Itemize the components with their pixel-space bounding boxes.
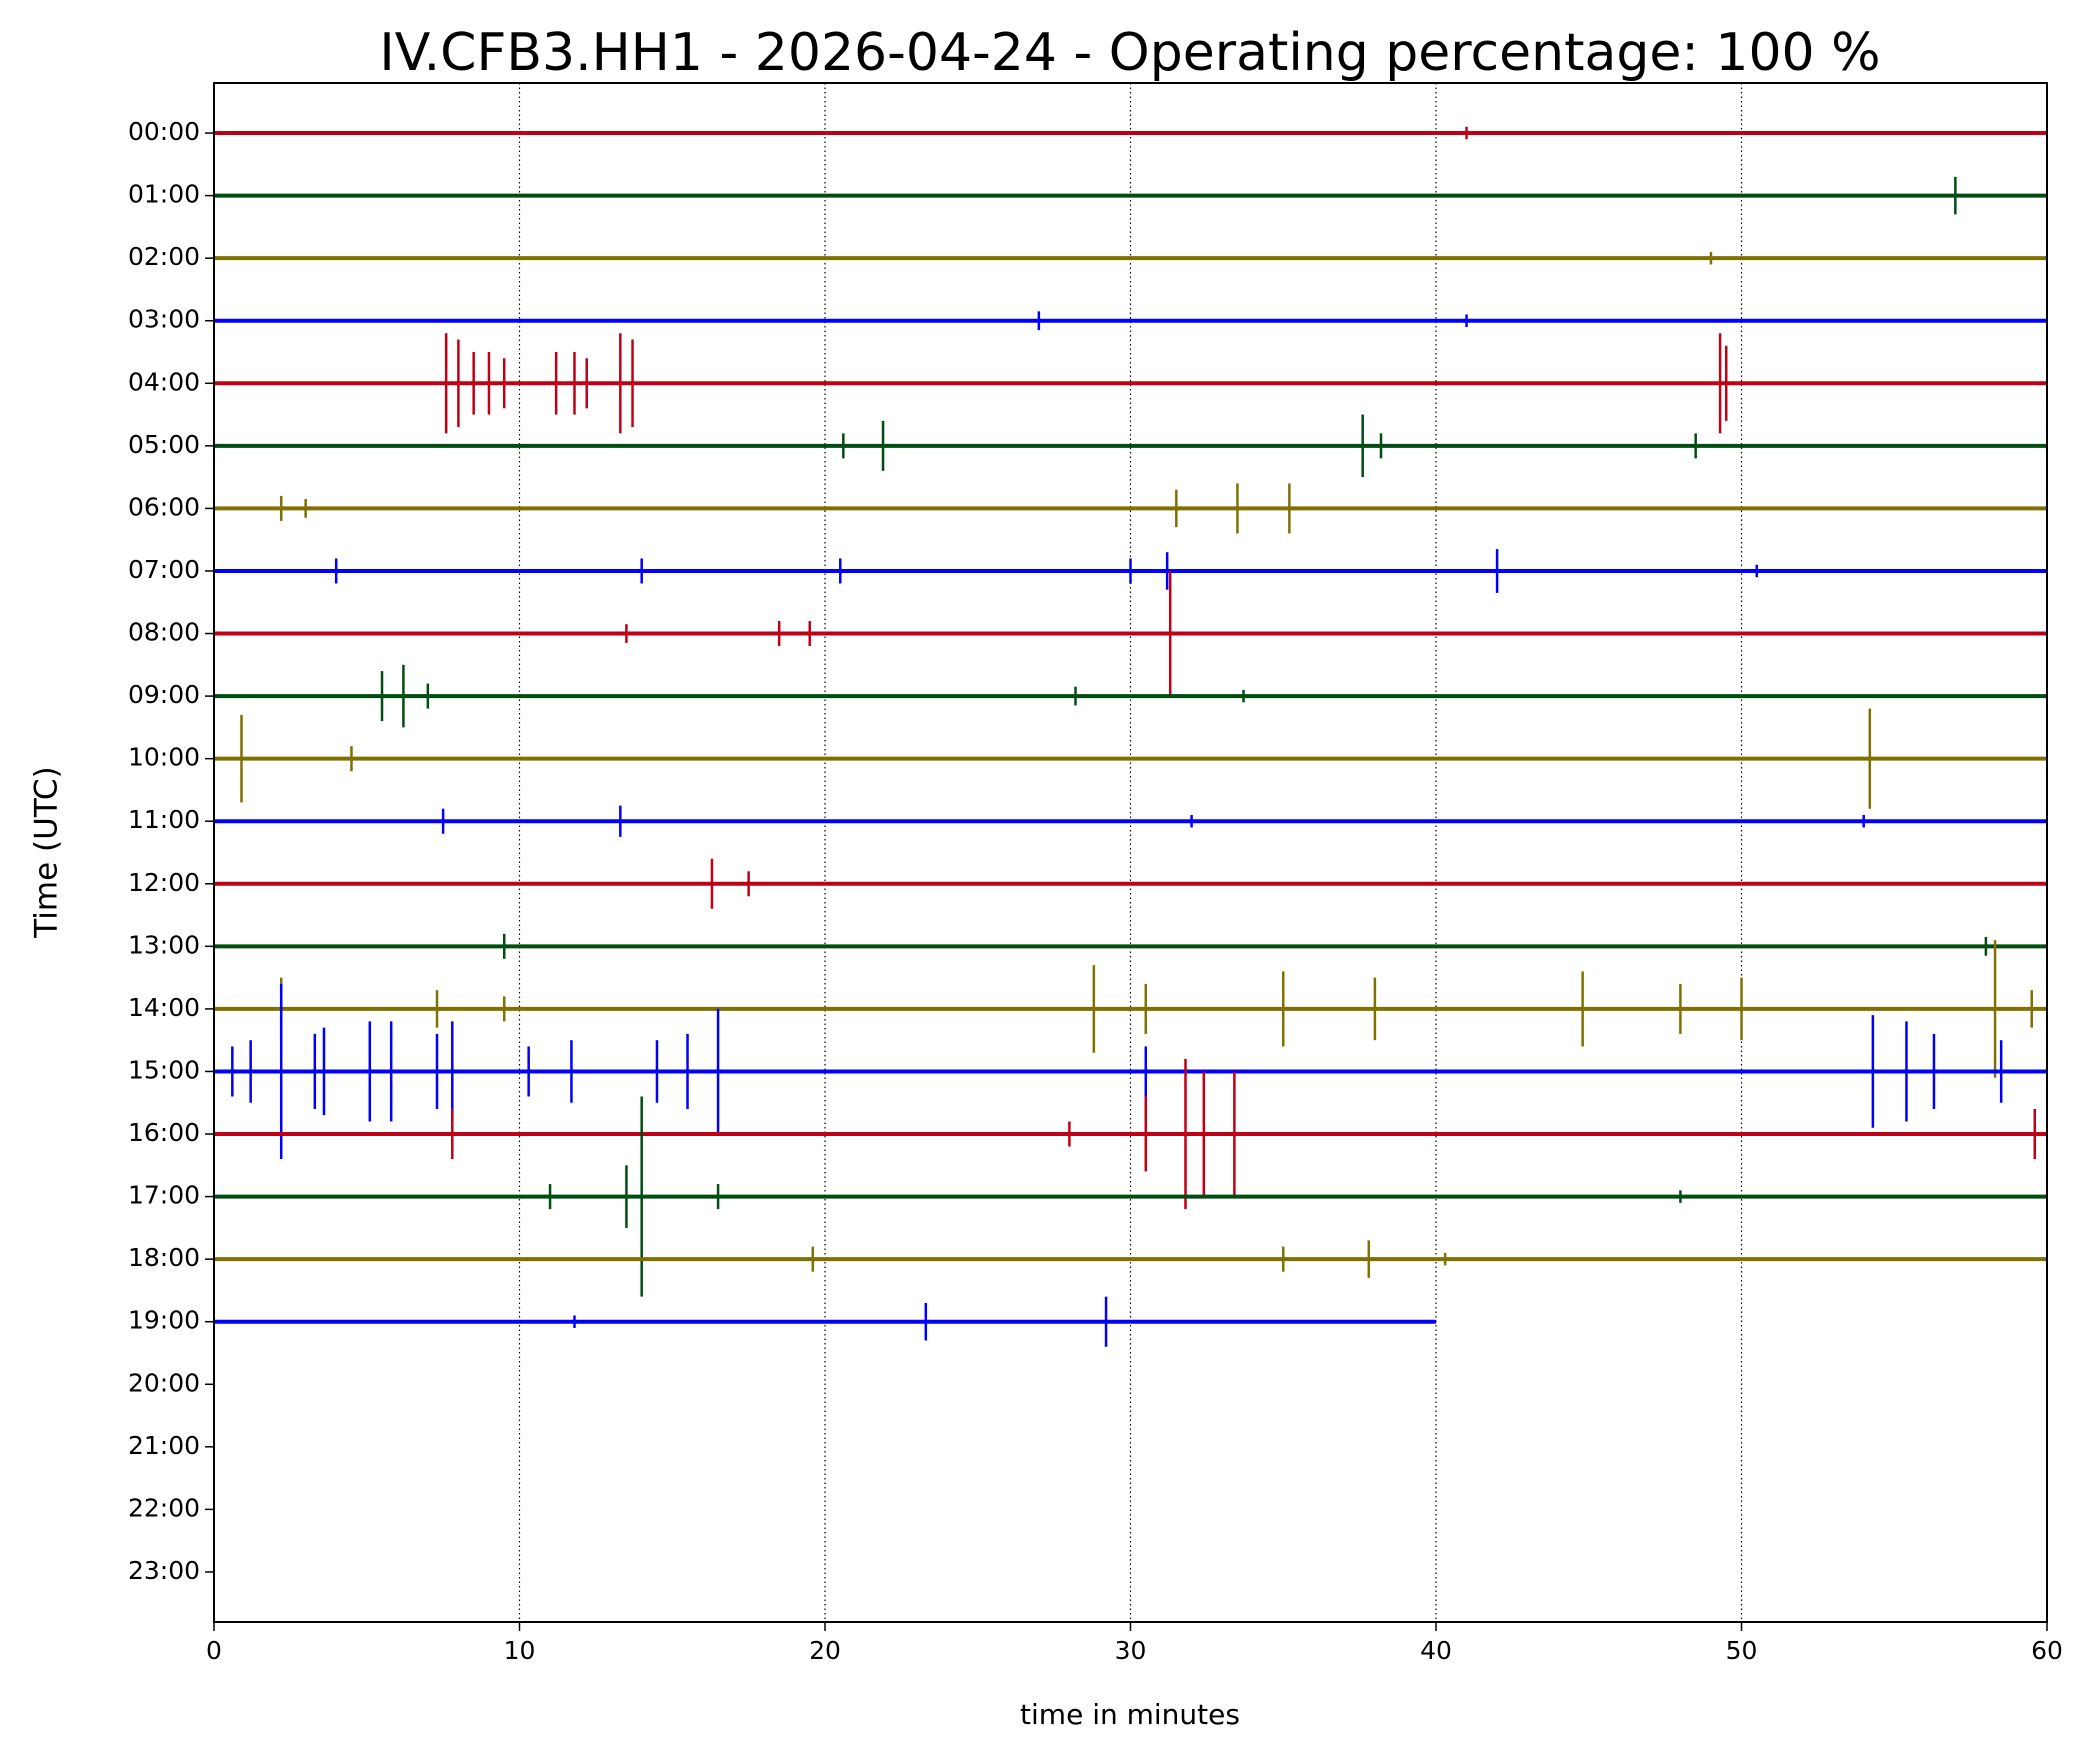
y-tick-label: 10:00 [128, 743, 200, 772]
x-tick-label: 0 [206, 1636, 222, 1665]
x-tick-label: 60 [2031, 1636, 2063, 1665]
y-tick-label: 03:00 [128, 305, 200, 334]
y-axis-label: Time (UTC) [29, 766, 65, 938]
y-tick-label: 15:00 [128, 1055, 200, 1084]
y-tick-label: 22:00 [128, 1493, 200, 1522]
x-tick-label: 20 [809, 1636, 841, 1665]
x-tick-label: 40 [1420, 1636, 1452, 1665]
y-tick-label: 01:00 [128, 180, 200, 209]
y-tick-label: 05:00 [128, 430, 200, 459]
x-tick-label: 10 [504, 1636, 536, 1665]
y-tick-label: 08:00 [128, 618, 200, 647]
y-tick-label: 14:00 [128, 993, 200, 1022]
y-tick-label: 21:00 [128, 1431, 200, 1460]
y-tick-label: 20:00 [128, 1368, 200, 1397]
y-tick-label: 06:00 [128, 492, 200, 521]
y-tick-label: 19:00 [128, 1306, 200, 1335]
x-axis-label: time in minutes [1020, 1698, 1240, 1731]
y-tick-label: 11:00 [128, 805, 200, 834]
y-tick-label: 17:00 [128, 1181, 200, 1210]
y-tick-label: 07:00 [128, 555, 200, 584]
y-tick-label: 04:00 [128, 367, 200, 396]
x-tick-label: 50 [1726, 1636, 1758, 1665]
y-tick-label: 13:00 [128, 930, 200, 959]
x-tick-label: 30 [1115, 1636, 1147, 1665]
plot-frame [213, 82, 2048, 1623]
y-tick-label: 16:00 [128, 1118, 200, 1147]
y-tick-label: 09:00 [128, 680, 200, 709]
chart-title: IV.CFB3.HH1 - 2026-04-24 - Operating per… [379, 23, 1880, 83]
y-tick-label: 18:00 [128, 1243, 200, 1272]
y-tick-label: 00:00 [128, 117, 200, 146]
y-tick-label: 12:00 [128, 868, 200, 897]
y-tick-label: 23:00 [128, 1556, 200, 1585]
y-tick-label: 02:00 [128, 242, 200, 271]
